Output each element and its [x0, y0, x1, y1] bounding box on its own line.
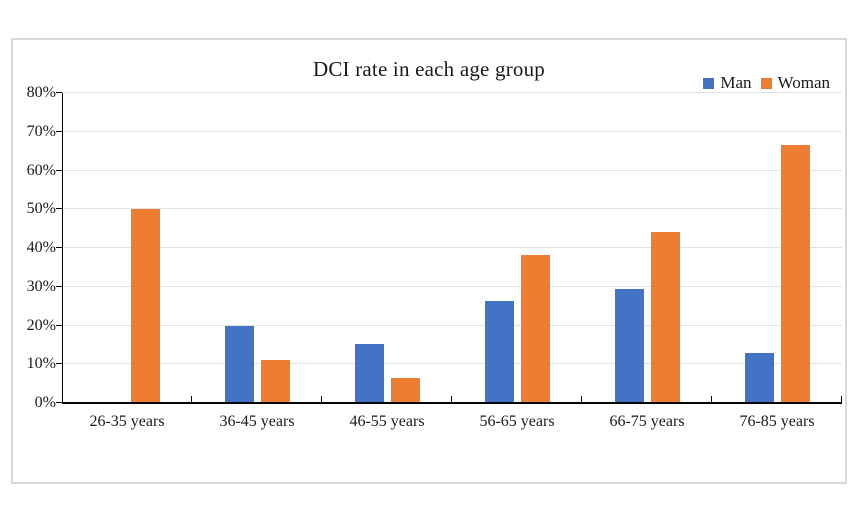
gridline-20: [62, 324, 842, 326]
bar-man-46-55-years: [354, 344, 384, 403]
gridline-50: [62, 208, 842, 210]
legend-item-man: Man: [703, 73, 752, 93]
y-tick-70%: [56, 130, 62, 132]
gridline-80: [62, 92, 842, 93]
bar-man-56-65-years: [484, 301, 514, 403]
y-tick-50%: [56, 208, 62, 210]
y-tick-label-20%: 20%: [26, 316, 56, 334]
bar-group-36-45-years: [192, 93, 322, 403]
x-category-label-46-55-years: 46-55 years: [349, 413, 425, 430]
gridline-70: [62, 130, 842, 132]
x-category-label-26-35-years: 26-35 years: [89, 413, 165, 430]
x-category-label-56-65-years: 56-65 years: [479, 413, 555, 430]
x-category-label-36-45-years: 36-45 years: [219, 413, 295, 430]
chart-title: DCI rate in each age group: [312, 57, 546, 81]
x-tick-2: [321, 396, 322, 403]
bar-man-66-75-years: [614, 289, 644, 403]
gridline-10: [62, 363, 842, 365]
y-tick-label-60%: 60%: [26, 161, 56, 179]
bar-group-56-65-years: [452, 93, 582, 403]
y-tick-label-10%: 10%: [26, 355, 56, 373]
y-tick-40%: [56, 247, 62, 248]
x-tick-1: [191, 396, 192, 403]
gridline-30: [62, 285, 842, 287]
bar-man-36-45-years: [224, 325, 254, 403]
y-tick-label-0%: 0%: [34, 394, 56, 411]
x-category-label-66-75-years: 66-75 years: [609, 413, 685, 430]
gridline-60: [62, 169, 842, 171]
bar-group-46-55-years: [322, 93, 452, 403]
x-tick-4: [581, 396, 582, 403]
x-axis-line: [62, 402, 842, 404]
y-tick-label-40%: 40%: [26, 239, 56, 256]
bar-woman-46-55-years: [390, 377, 420, 403]
bar-group-26-35-years: [62, 93, 192, 403]
bar-woman-76-85-years: [780, 144, 810, 403]
legend: Man Woman: [703, 73, 830, 93]
x-tick-6: [841, 396, 842, 403]
bar-man-76-85-years: [744, 352, 774, 403]
bar-group-66-75-years: [582, 93, 712, 403]
legend-item-woman: Woman: [760, 73, 830, 93]
bar-woman-66-75-years: [650, 232, 680, 403]
y-tick-10%: [56, 363, 62, 365]
y-axis-line: [62, 93, 63, 403]
y-tick-60%: [56, 169, 62, 171]
y-tick-20%: [56, 324, 62, 326]
bar-woman-56-65-years: [520, 254, 550, 403]
y-tick-label-70%: 70%: [26, 122, 56, 140]
y-tick-label-50%: 50%: [26, 200, 56, 218]
legend-label-man: Man: [720, 73, 752, 92]
x-tick-5: [711, 396, 712, 403]
y-tick-30%: [56, 285, 62, 287]
plot-area: [56, 92, 842, 404]
bar-woman-26-35-years: [130, 209, 160, 403]
legend-label-woman: Woman: [777, 73, 830, 92]
bar-group-76-85-years: [712, 93, 842, 403]
legend-swatch-icon-man: [703, 77, 715, 89]
bar-woman-36-45-years: [260, 360, 290, 403]
y-tick-label-30%: 30%: [26, 277, 56, 295]
x-category-label-76-85-years: 76-85 years: [739, 413, 815, 430]
gridline-40: [62, 247, 842, 248]
y-tick-label-80%: 80%: [26, 84, 56, 101]
y-tick-0%: [56, 402, 62, 403]
legend-swatch-icon-woman: [760, 77, 772, 89]
y-tick-80%: [56, 92, 62, 93]
x-tick-3: [451, 396, 452, 403]
chart-frame: DCI rate in each age group Man Woman 0% 10…: [11, 38, 847, 484]
